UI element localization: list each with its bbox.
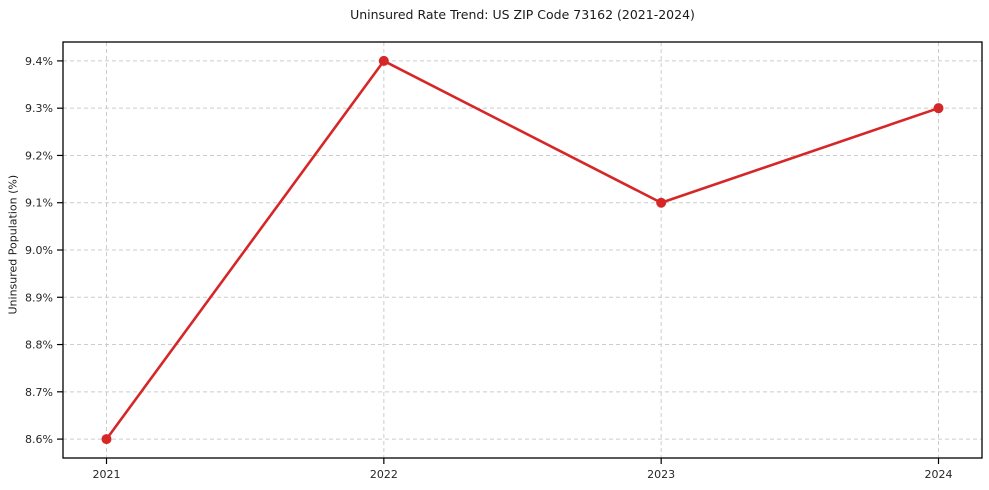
data-point-marker	[656, 197, 667, 208]
y-tick-label: 9.3%	[25, 102, 53, 115]
x-tick-label: 2024	[925, 468, 953, 481]
data-point-marker	[378, 55, 389, 66]
y-tick-label: 8.7%	[25, 386, 53, 399]
y-tick-label: 8.6%	[25, 433, 53, 446]
y-tick-label: 9.4%	[25, 55, 53, 68]
y-tick-label: 8.8%	[25, 339, 53, 352]
plot-border	[62, 41, 983, 459]
data-point-marker	[101, 434, 112, 445]
trend-line	[105, 59, 940, 441]
chart-title: Uninsured Rate Trend: US ZIP Code 73162 …	[350, 7, 695, 22]
x-tick-label: 2022	[370, 468, 398, 481]
y-tick-label: 9.0%	[25, 244, 53, 257]
y-tick-label: 9.2%	[25, 149, 53, 162]
x-tick-label: 2023	[647, 468, 675, 481]
x-tick-label: 2021	[93, 468, 121, 481]
y-tick-label: 9.1%	[25, 197, 53, 210]
data-point-marker	[933, 103, 944, 114]
y-tick-label: 8.9%	[25, 291, 53, 304]
